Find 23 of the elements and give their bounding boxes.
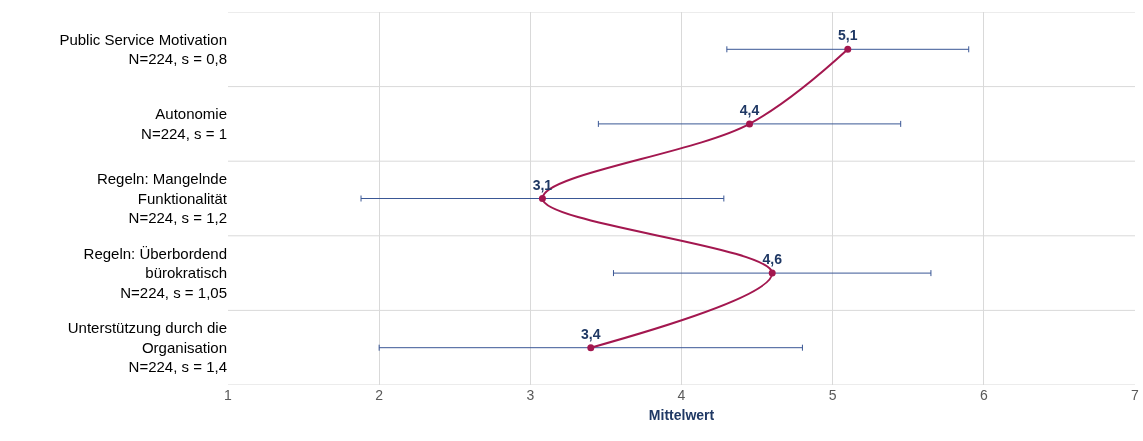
point [746,120,754,128]
x-tick-label: 1 [224,387,233,403]
x-tick-label: 4 [677,387,686,403]
x-tick-label: 3 [526,387,535,403]
data-label: 5,1 [838,27,858,44]
point [587,344,595,352]
data-label: 3,1 [532,176,553,193]
point [768,269,776,277]
y-tick-label: Unterstützung durch die Organisation N=224, s = 1,4 [67,319,227,376]
y-tick-label: Public Service Motivation N=224, s = 0,8 [59,30,227,68]
x-tick-label: 5 [828,387,837,403]
y-tick-label: Regeln: Mangelnde Funktionalität N=224, s = 1,2 [96,170,228,227]
data-label: 4,4 [739,102,760,119]
x-tick-label: 6 [979,387,988,403]
x-tick-label: 7 [1131,387,1140,403]
x-tick-label: 2 [375,387,384,403]
point [844,45,852,53]
point [538,195,546,202]
y-tick-label: Regeln: Überbordend bürokratisch N=224, s = 1,05 [83,244,227,301]
data-label: 3,4 [581,325,601,342]
y-tick-label: Autonomie N=224, s = 1 [141,105,227,142]
x-axis-title: Mittelwert [648,407,715,424]
data-label: 4,6 [762,251,783,268]
